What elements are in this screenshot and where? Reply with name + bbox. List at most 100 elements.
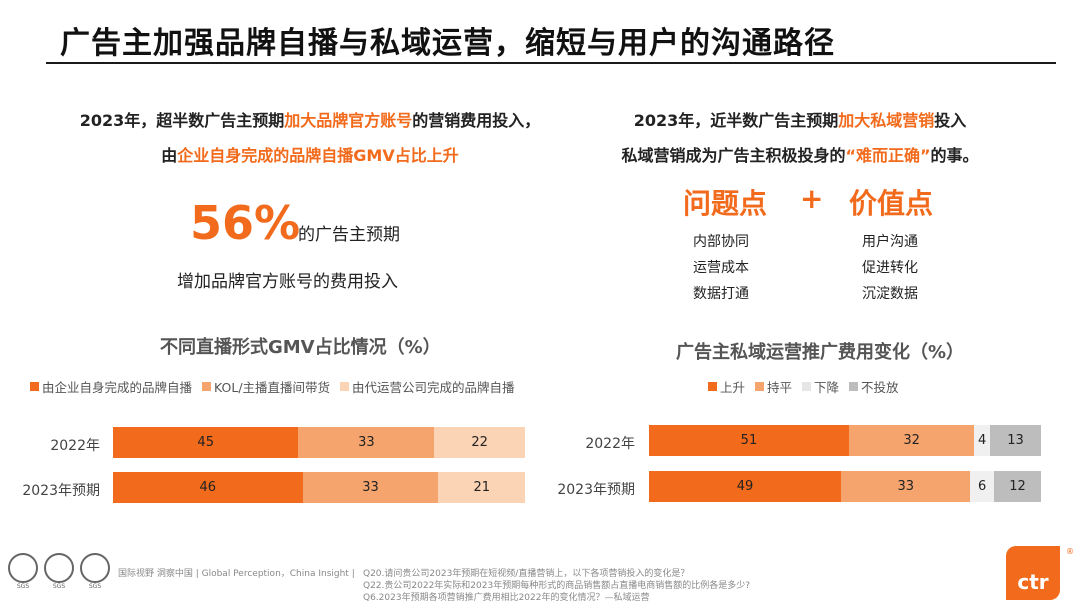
legend-item: 由企业自身完成的品牌自播	[30, 377, 192, 396]
ctr-logo: ctr	[1006, 546, 1060, 600]
legend-swatch	[340, 382, 350, 391]
legend-label: 上升	[720, 380, 746, 395]
sgs-badge: SGS	[80, 553, 110, 590]
footer-question-3: Q6.2023年预期各项营销推广费用相比2022年的变化情况？—私域运营	[363, 593, 650, 603]
registered-mark: ®	[1066, 547, 1074, 556]
bar-value-label: 33	[362, 480, 379, 495]
bar-segment: 46	[113, 472, 303, 503]
value-item: 沉淀数据	[862, 286, 918, 302]
chart1-title: 不同直播形式GMV占比情况（%）	[160, 337, 441, 358]
sgs-badge: SGS	[44, 553, 74, 590]
right-headline-line1: 2023年，近半数广告主预期加大私域营销投入	[560, 107, 1040, 131]
title-divider	[46, 62, 1056, 64]
legend-swatch	[30, 382, 39, 391]
bar-segment: 33	[302, 472, 439, 503]
bar-segment: 45	[113, 427, 299, 458]
bar-value-label: 6	[978, 479, 987, 494]
chart2-legend: 上升 持平 下降 不投放	[708, 377, 909, 396]
sgs-seal-icon	[80, 553, 110, 583]
chart2-row-label: 2022年	[585, 436, 635, 452]
legend-swatch	[849, 382, 859, 391]
right-line1-text-b: 投入	[934, 111, 967, 130]
right-line1-highlight: 加大私域营销	[838, 111, 935, 130]
value-item: 用户沟通	[862, 234, 918, 250]
big-stat-subtext: 增加品牌官方账号的费用投入	[177, 272, 398, 292]
value-item: 促进转化	[862, 260, 918, 276]
legend-swatch	[802, 382, 812, 391]
bar-value-label: 32	[903, 433, 920, 448]
left-headline-line2: 由企业自身完成的品牌自播GMV占比上升	[40, 142, 580, 166]
problem-item: 数据打通	[693, 286, 749, 302]
bar-segment: 22	[434, 427, 525, 458]
bar-segment: 6	[970, 471, 994, 502]
bar-value-label: 12	[1009, 479, 1026, 494]
chart1-row-label: 2022年	[50, 438, 100, 454]
right-line2-highlight: “难而正确”	[845, 146, 931, 165]
legend-swatch	[755, 382, 765, 391]
sgs-badge: SGS	[8, 553, 38, 590]
sgs-seal-icon	[8, 553, 38, 583]
bar-value-label: 49	[736, 479, 754, 494]
legend-label: 不投放	[861, 380, 899, 395]
bar-segment: 4	[974, 425, 991, 456]
plus-sign: +	[800, 182, 824, 215]
chart1-bar-row: 45 33 22	[113, 427, 525, 458]
chart2-row-label: 2023年预期	[557, 482, 635, 498]
chart1-legend: 由企业自身完成的品牌自播 KOL/主播直播间带货 由代运营公司完成的品牌自播	[30, 377, 525, 396]
problem-heading: 问题点	[683, 187, 768, 220]
footer-source: 国际视野 洞察中国 | Global Perception，China Insi…	[118, 569, 355, 579]
big-stat-suffix: 的广告主预期	[298, 225, 400, 245]
bar-value-label: 51	[740, 433, 758, 448]
left-line1-highlight: 加大品牌官方账号	[284, 111, 413, 130]
bar-value-label: 13	[1007, 433, 1024, 448]
value-heading: 价值点	[849, 187, 934, 220]
chart2-title: 广告主私域运营推广费用变化（%）	[676, 342, 965, 363]
bar-segment: 13	[990, 425, 1041, 456]
right-headline-line2: 私域营销成为广告主积极投身的“难而正确”的事。	[560, 142, 1040, 166]
page-title: 广告主加强品牌自播与私域运营，缩短与用户的沟通路径	[60, 26, 835, 61]
bar-value-label: 22	[471, 435, 488, 450]
bar-value-label: 21	[473, 480, 490, 495]
right-line2-text-b: 的事。	[930, 146, 979, 165]
legend-swatch	[708, 382, 717, 391]
big-percent-stat: 56%	[190, 196, 301, 250]
footer-question-2: Q22.贵公司2022年实际和2023年预期每种形式的商品销售额占直播电商销售额…	[363, 581, 750, 591]
chart2-bar-row: 51 32 4 13	[649, 425, 1041, 456]
legend-label: 下降	[814, 380, 840, 395]
legend-item: 持平	[755, 377, 792, 396]
right-line2-text-a: 私域营销成为广告主积极投身的	[621, 146, 846, 165]
legend-item: 上升	[708, 377, 745, 396]
sgs-badges: SGS SGS SGS	[8, 553, 110, 590]
problem-item: 内部协同	[693, 234, 749, 250]
bar-value-label: 4	[978, 433, 987, 448]
legend-item: KOL/主播直播间带货	[202, 377, 330, 396]
bar-segment: 33	[298, 427, 435, 458]
left-headline-line1: 2023年，超半数广告主预期加大品牌官方账号的营销费用投入，	[40, 107, 580, 131]
chart2-bar-row: 49 33 6 12	[649, 471, 1041, 502]
footer-question-1: Q20.请问贵公司2023年预期在短视频/直播营销上，以下各项营销投入的变化是？	[363, 569, 690, 579]
legend-swatch	[202, 382, 212, 391]
left-line2-text-a: 由	[161, 146, 178, 165]
bar-segment: 21	[438, 472, 525, 503]
problem-item: 运营成本	[693, 260, 749, 276]
sgs-seal-icon	[44, 553, 74, 583]
right-line1-text-a: 2023年，近半数广告主预期	[633, 111, 839, 130]
bar-segment: 51	[649, 425, 849, 456]
bar-value-label: 33	[358, 435, 375, 450]
legend-label: KOL/主播直播间带货	[214, 380, 331, 395]
chart1-row-label: 2023年预期	[22, 483, 100, 499]
legend-label: 持平	[767, 380, 793, 395]
legend-label: 由企业自身完成的品牌自播	[42, 380, 193, 395]
bar-segment: 12	[993, 471, 1041, 502]
bar-segment: 49	[649, 471, 842, 502]
left-line1-text-a: 2023年，超半数广告主预期	[79, 111, 285, 130]
legend-item: 由代运营公司完成的品牌自播	[340, 377, 515, 396]
legend-item: 不投放	[849, 377, 899, 396]
bar-segment: 33	[841, 471, 971, 502]
legend-item: 下降	[802, 377, 839, 396]
left-line1-text-b: 的营销费用投入，	[412, 111, 541, 130]
bar-segment: 32	[848, 425, 975, 456]
left-line2-highlight: 企业自身完成的品牌自播GMV占比上升	[177, 146, 459, 165]
bar-value-label: 33	[897, 479, 915, 494]
bar-value-label: 46	[199, 480, 217, 495]
